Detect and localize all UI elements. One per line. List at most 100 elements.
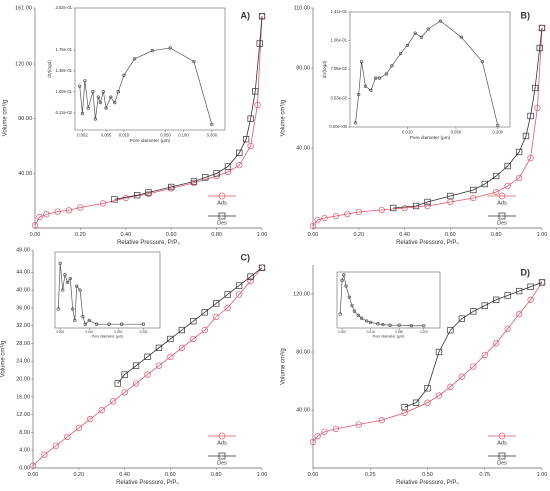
x-axis-label: Pore diameter (µm) (92, 334, 124, 338)
legend-marker (498, 192, 506, 200)
marker (378, 206, 385, 214)
marker (236, 149, 243, 156)
series-line (393, 27, 543, 209)
inset-frame (54, 251, 161, 329)
panel-label: C) (241, 252, 251, 262)
marker (213, 300, 220, 307)
marker (481, 302, 488, 309)
marker (122, 73, 126, 77)
marker (98, 407, 105, 414)
marker (224, 291, 231, 298)
series-line (114, 16, 263, 200)
marker (29, 462, 37, 469)
legend-label: Ads (217, 200, 227, 206)
marker (168, 46, 172, 50)
marker (359, 316, 364, 320)
marker (338, 312, 342, 316)
marker (538, 279, 546, 286)
marker (496, 123, 500, 128)
x-tick-label: 0.005 (101, 132, 112, 137)
marker (356, 313, 360, 318)
marker (109, 95, 113, 99)
marker (258, 13, 266, 20)
y-tick-label: 40.00 (296, 407, 310, 413)
marker (121, 389, 128, 396)
marker (459, 35, 464, 39)
y-tick-label: 8.00 (19, 430, 30, 436)
legend-marker (498, 452, 506, 460)
marker (121, 371, 128, 378)
marker (424, 385, 431, 392)
marker (355, 421, 362, 428)
y-tick-label: 1.41e-01 (330, 9, 347, 14)
marker (412, 202, 420, 210)
marker (155, 362, 163, 369)
y-tick-label: 80.00 (296, 349, 310, 355)
y-tick-label: 44.00 (16, 270, 30, 276)
marker (190, 335, 197, 343)
x-axis-label: Relative Pressure, P/P₀ (116, 480, 179, 486)
marker (134, 192, 141, 199)
series-line (339, 274, 424, 327)
legend-label: Des (217, 460, 227, 466)
y-axis-label: Volume cm³/g (3, 100, 9, 137)
marker (247, 273, 254, 280)
marker (83, 79, 87, 83)
marker (41, 451, 48, 458)
marker (504, 182, 511, 190)
marker (145, 189, 152, 196)
marker (401, 403, 408, 411)
y-tick-label: 12.00 (16, 412, 30, 418)
y-tick-label: 20.00 (16, 376, 30, 382)
marker (458, 373, 466, 380)
marker (493, 296, 500, 303)
marker (438, 19, 443, 23)
marker (77, 204, 84, 211)
marker (96, 95, 100, 99)
legend-label: Ads (497, 440, 507, 446)
y-tick-label: 80.00 (296, 65, 310, 71)
marker (390, 204, 397, 212)
marker (422, 324, 426, 328)
x-axis-label: Pore diameter (µm) (410, 135, 451, 140)
marker (347, 295, 351, 299)
y-tick-label: 1.00e-01 (55, 89, 72, 94)
marker (481, 180, 488, 188)
marker (424, 198, 431, 206)
marker (224, 163, 232, 170)
marker (167, 335, 174, 343)
x-tick-label: 0.00 (308, 232, 319, 238)
x-tick-label: 0.200 (139, 330, 147, 334)
legend-label: Des (497, 220, 507, 226)
marker (412, 399, 420, 406)
marker (355, 208, 362, 216)
x-tick-label: 0.050 (451, 129, 462, 134)
marker (470, 186, 477, 194)
series-line (404, 282, 543, 408)
x-tick-label: 0.002 (77, 132, 88, 137)
marker (99, 200, 107, 207)
marker (515, 174, 523, 182)
x-axis-label: Pore diameter (µm) (373, 334, 405, 338)
marker (447, 198, 454, 206)
marker (388, 323, 392, 327)
marker (357, 92, 361, 97)
marker (167, 353, 174, 360)
marker (534, 104, 541, 112)
marker (247, 142, 254, 150)
marker (132, 380, 140, 387)
marker (236, 161, 243, 169)
marker (213, 313, 220, 320)
marker (116, 90, 120, 94)
marker (413, 31, 417, 35)
inset-frame (74, 7, 226, 131)
x-axis-label: Pore diameter (µm) (130, 138, 171, 143)
panel-label: D) (521, 267, 531, 277)
marker (527, 154, 534, 162)
marker (504, 162, 511, 170)
y-axis-label: Volume cm³/g (281, 348, 287, 385)
x-tick-label: 1.00 (257, 232, 268, 238)
marker (242, 136, 250, 143)
x-tick-label: 0.75 (479, 472, 490, 478)
marker (480, 60, 484, 64)
